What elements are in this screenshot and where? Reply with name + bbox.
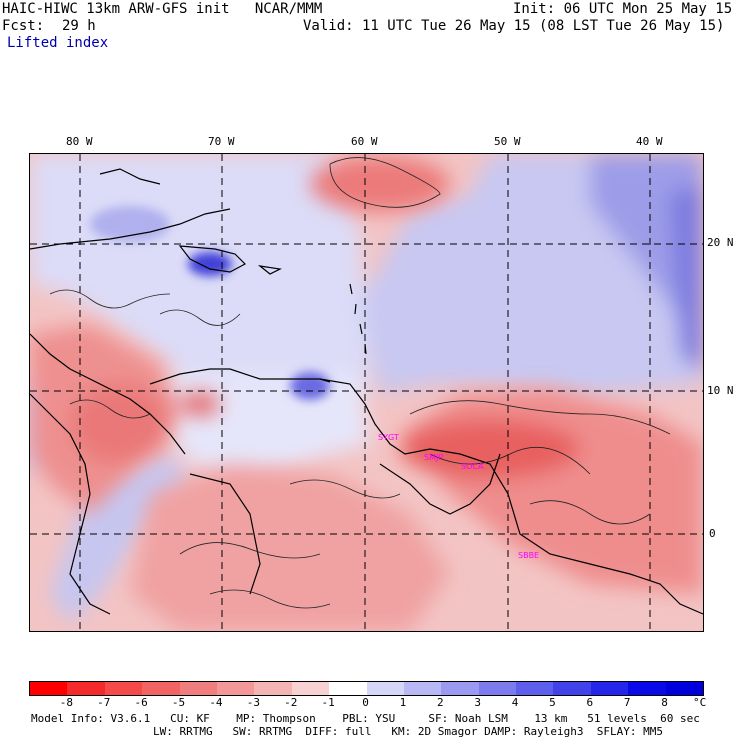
unstable-regions xyxy=(30,156,703,631)
colorbar-unit: °C xyxy=(693,696,707,709)
colorbar-tick-label: 4 xyxy=(511,696,519,709)
lon-label-50w: 50 W xyxy=(494,135,521,148)
colorbar-segment xyxy=(553,682,591,695)
colorbar-tick-label: 8 xyxy=(661,696,668,709)
lon-label-70w: 70 W xyxy=(208,135,235,148)
forecast-hour: 29 h xyxy=(62,18,96,34)
colorbar-segment xyxy=(67,682,105,695)
colorbar-tick-label: 0 xyxy=(362,696,369,709)
field-name: Lifted index xyxy=(7,35,109,51)
colorbar-tick-label: -4 xyxy=(209,696,223,709)
colorbar-segment xyxy=(104,682,143,695)
colorbar-segment xyxy=(142,682,180,695)
colorbar-tick-label: -8 xyxy=(59,696,73,709)
lon-label-60w: 60 W xyxy=(351,135,378,148)
colorbar-tick-label: 1 xyxy=(399,696,407,709)
station-label-smjp: SMJP xyxy=(424,453,443,462)
lat-label-equator: 0 xyxy=(709,527,716,540)
coastlines xyxy=(30,168,703,615)
colorbar-segment xyxy=(291,682,330,695)
title-left: HAIC-HIWC 13km ARW-GFS init NCAR/MMM xyxy=(2,1,323,17)
colorbar-tick-label: -5 xyxy=(171,696,186,709)
model-info-line-1: Model Info: V3.6.1 CU: KF MP: Thompson P… xyxy=(31,712,700,725)
lon-label-80w: 80 W xyxy=(66,135,93,148)
station-label-soca: SOCA xyxy=(461,462,484,471)
colorbar-segment xyxy=(516,682,554,695)
colorbar xyxy=(29,681,704,696)
init-time: Init: 06 UTC Mon 25 May 15 xyxy=(513,1,733,17)
map-canvas: SYGT SMJP SOCA SBBE xyxy=(30,154,703,631)
colorbar-segment xyxy=(329,682,367,695)
lon-label-40w: 40 W xyxy=(636,135,663,148)
colorbar-tick-label: 5 xyxy=(549,696,556,709)
colorbar-segment xyxy=(628,682,666,695)
colorbar-segment xyxy=(403,682,442,695)
lat-label-20n: 20 N xyxy=(707,236,734,249)
colorbar-tick-label: 3 xyxy=(474,696,481,709)
colorbar-tick-label: -2 xyxy=(284,696,298,709)
valid-time: Valid: 11 UTC Tue 26 May 15 (08 LST Tue … xyxy=(303,18,725,34)
colorbar-tick-label: -3 xyxy=(246,696,260,709)
colorbar-segment xyxy=(478,682,517,695)
lat-lon-grid xyxy=(30,154,703,631)
station-labels: SYGT SMJP SOCA SBBE xyxy=(378,433,539,560)
model-info-line-2: LW: RRTMG SW: RRTMG DIFF: full KM: 2D Sm… xyxy=(153,725,663,738)
lifted-index-map: SYGT SMJP SOCA SBBE xyxy=(29,153,704,632)
colorbar-segment xyxy=(590,682,629,695)
station-label-sygt: SYGT xyxy=(378,433,399,442)
colorbar-tick-label: -6 xyxy=(134,696,148,709)
contour-lines xyxy=(49,157,671,609)
colorbar-segment xyxy=(179,682,217,695)
colorbar-tick-label: 7 xyxy=(623,696,631,709)
colorbar-tick-label: 6 xyxy=(586,696,594,709)
colorbar-tick-label: 2 xyxy=(436,696,444,709)
colorbar-segment xyxy=(30,682,68,695)
colorbar-segment xyxy=(366,682,404,695)
islands xyxy=(319,283,367,383)
station-label-sbbe: SBBE xyxy=(518,551,539,560)
colorbar-tick-label: -1 xyxy=(321,696,335,709)
colorbar-segment xyxy=(254,682,292,695)
lat-label-10n: 10 N xyxy=(707,384,734,397)
forecast-label: Fcst: xyxy=(2,18,45,34)
colorbar-segment xyxy=(441,682,479,695)
colorbar-tick-label: -7 xyxy=(97,696,111,709)
colorbar-segment xyxy=(216,682,255,695)
colorbar-segment xyxy=(665,682,704,695)
